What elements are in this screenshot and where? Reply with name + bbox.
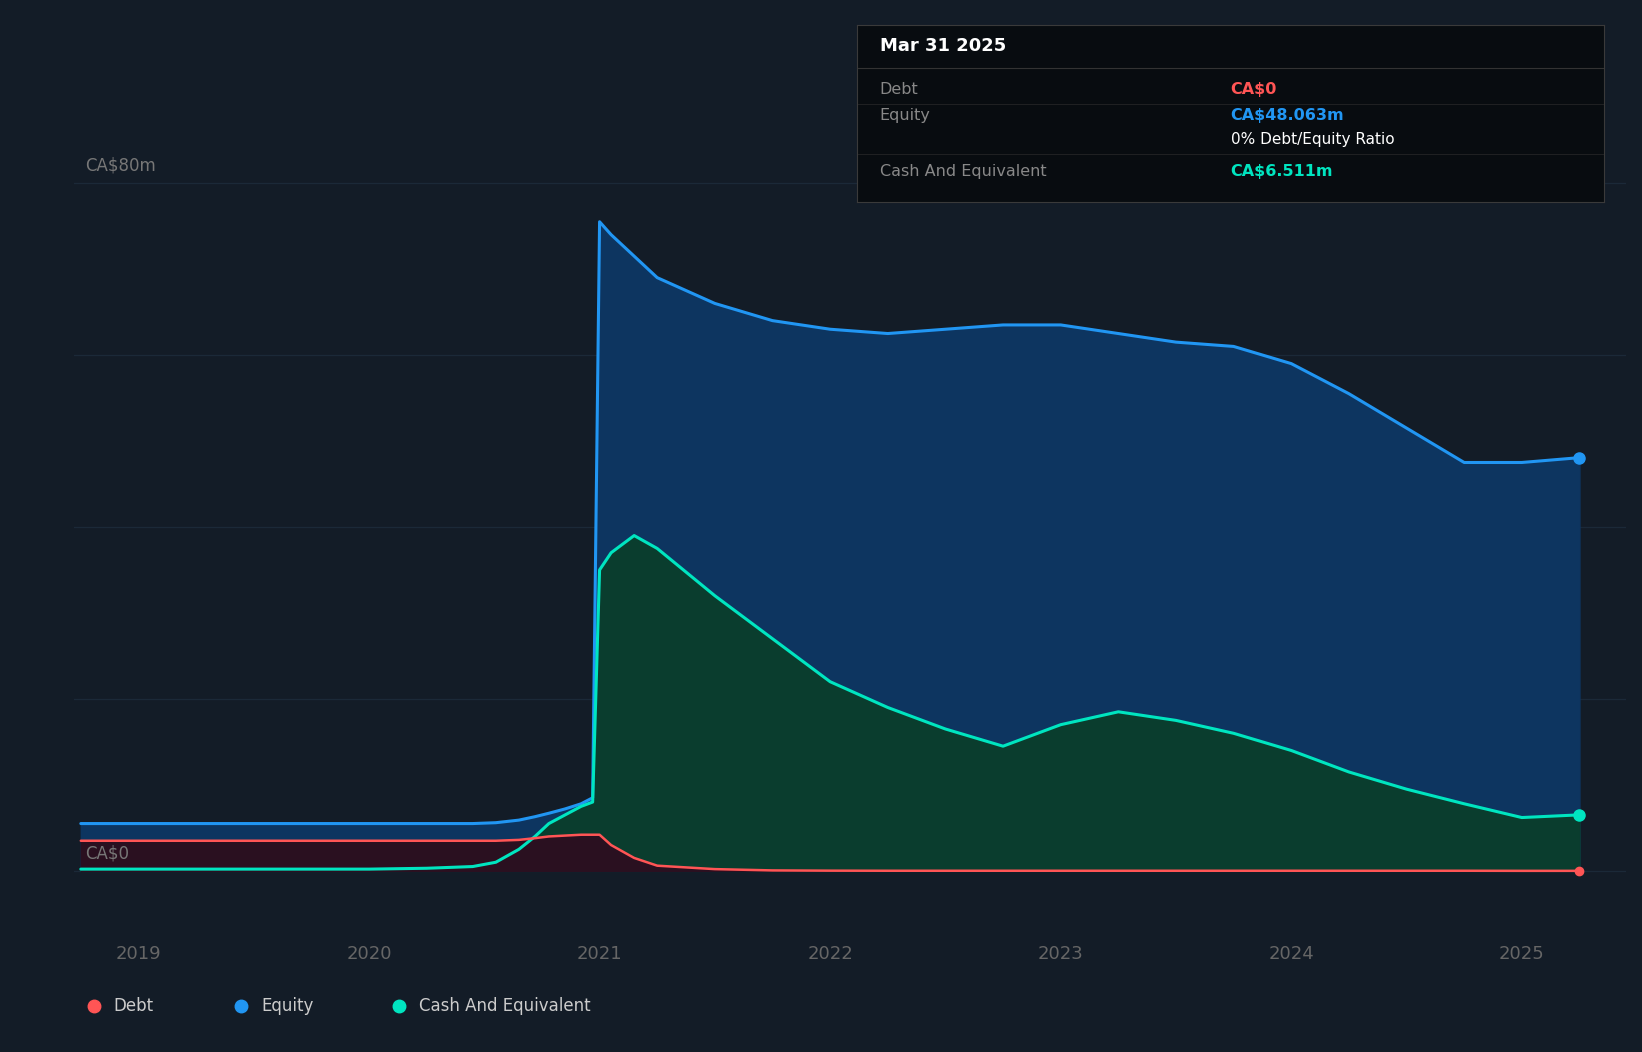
- Text: CA$0: CA$0: [85, 845, 130, 863]
- Text: CA$48.063m: CA$48.063m: [1232, 108, 1345, 123]
- Text: CA$0: CA$0: [1232, 82, 1277, 97]
- Text: CA$80m: CA$80m: [85, 157, 156, 175]
- Text: Equity: Equity: [261, 996, 314, 1015]
- Text: Cash And Equivalent: Cash And Equivalent: [880, 163, 1046, 179]
- Text: Mar 31 2025: Mar 31 2025: [880, 38, 1007, 56]
- Text: Cash And Equivalent: Cash And Equivalent: [419, 996, 591, 1015]
- Text: 0% Debt/Equity Ratio: 0% Debt/Equity Ratio: [1232, 132, 1394, 146]
- Text: Equity: Equity: [880, 108, 931, 123]
- Text: CA$6.511m: CA$6.511m: [1232, 163, 1333, 179]
- Text: Debt: Debt: [880, 82, 918, 97]
- Text: Debt: Debt: [113, 996, 153, 1015]
